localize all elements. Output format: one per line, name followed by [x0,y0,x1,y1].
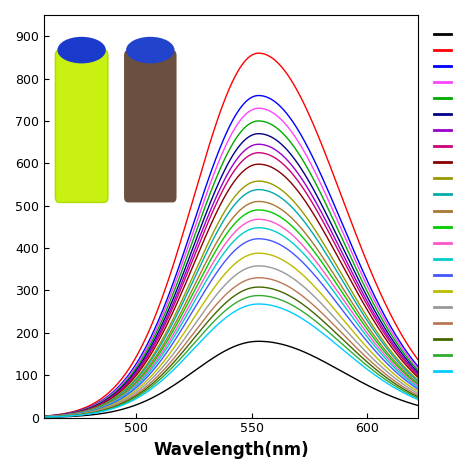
Legend: , , , , , , , , , , , , , , , , , , , , , : , , , , , , , , , , , , , , , , , , , , … [428,22,459,385]
X-axis label: Wavelength(nm): Wavelength(nm) [153,441,309,459]
